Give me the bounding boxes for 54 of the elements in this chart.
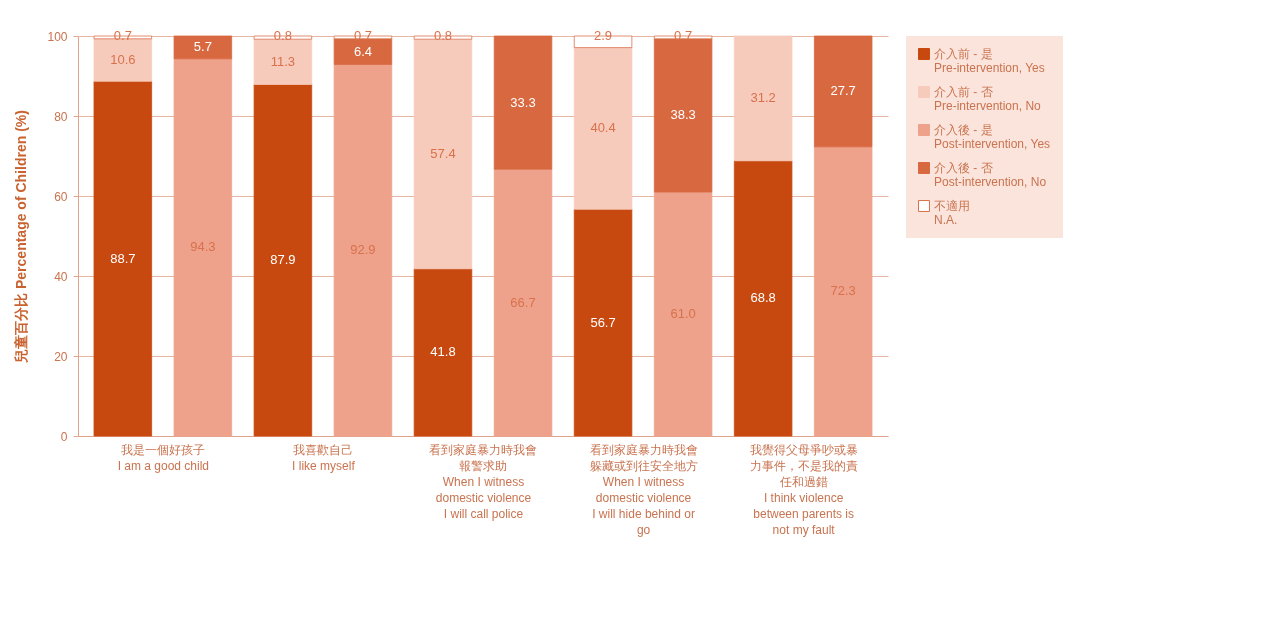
y-tick-label: 80	[54, 109, 68, 124]
y-tick-label: 20	[54, 349, 68, 364]
data-label: 88.7	[110, 250, 136, 266]
bar	[573, 208, 633, 437]
bar	[173, 35, 233, 60]
data-label: 87.9	[270, 252, 296, 268]
data-label: 5.7	[193, 39, 212, 55]
bar	[93, 38, 153, 82]
data-label: 66.7	[510, 294, 536, 310]
y-tick-label: 40	[54, 269, 68, 284]
x-tick-label: 我覺得父母爭吵或暴力事件，不是我的責任和過錯 I think violence between parents is not my fault	[749, 442, 858, 537]
bar	[413, 268, 473, 437]
legend-label: 介入前 - 否 Pre-intervention, No	[934, 85, 1042, 113]
x-tick-label: 看到家庭暴力時我會躲藏或到往安全地方 When I witness domestic violence I will hide behind or go	[589, 442, 698, 537]
data-label: 56.7	[590, 314, 616, 330]
legend-label: 不適用 N.A.	[934, 199, 970, 227]
data-label: 92.9	[350, 242, 376, 258]
y-tick-label: 60	[54, 189, 68, 204]
legend-label: 介入前 - 是 Pre-intervention, Yes	[934, 47, 1045, 75]
data-label: 6.4	[353, 43, 372, 59]
bar	[253, 84, 313, 437]
data-label: 72.3	[830, 283, 856, 299]
data-label: 40.4	[590, 120, 616, 136]
data-label: 94.3	[190, 239, 216, 255]
bar	[333, 38, 393, 65]
data-label: 31.2	[750, 90, 776, 106]
bar	[653, 38, 713, 193]
data-label: 10.6	[110, 52, 136, 67]
data-label: 38.3	[670, 107, 696, 123]
data-label: 61.0	[670, 306, 696, 321]
bar	[253, 38, 313, 85]
data-label: 11.3	[270, 53, 296, 69]
data-label: 0.7	[113, 28, 132, 43]
bar	[573, 47, 633, 210]
data-label: 68.8	[750, 290, 776, 306]
legend-label: 介入後 - 否 Post-intervention, No	[934, 161, 1047, 189]
y-axis-title: 兒童百分比 Percentage of Children (%)	[13, 110, 30, 364]
data-label: 57.4	[430, 146, 456, 161]
legend-label: 介入後 - 是 Post-intervention, Yes	[934, 123, 1051, 151]
data-label: 41.8	[430, 344, 456, 360]
x-tick-label: 我喜歡自己 I like myself	[292, 442, 356, 473]
bar	[493, 35, 553, 170]
bar	[413, 38, 473, 270]
data-label: 33.3	[510, 94, 536, 110]
bar	[733, 35, 793, 162]
bar	[93, 80, 153, 437]
data-label: 2.9	[594, 28, 613, 43]
data-label: 27.7	[830, 83, 856, 99]
x-tick-label: 我是一個好孩子 I am a good child	[117, 442, 210, 473]
y-tick-label: 0	[60, 429, 68, 444]
bar	[733, 160, 793, 437]
bar	[813, 35, 873, 148]
y-tick-label: 100	[47, 29, 68, 44]
x-tick-label: 看到家庭暴力時我會報警求助 When I witness domestic violence I will call police	[429, 442, 538, 521]
